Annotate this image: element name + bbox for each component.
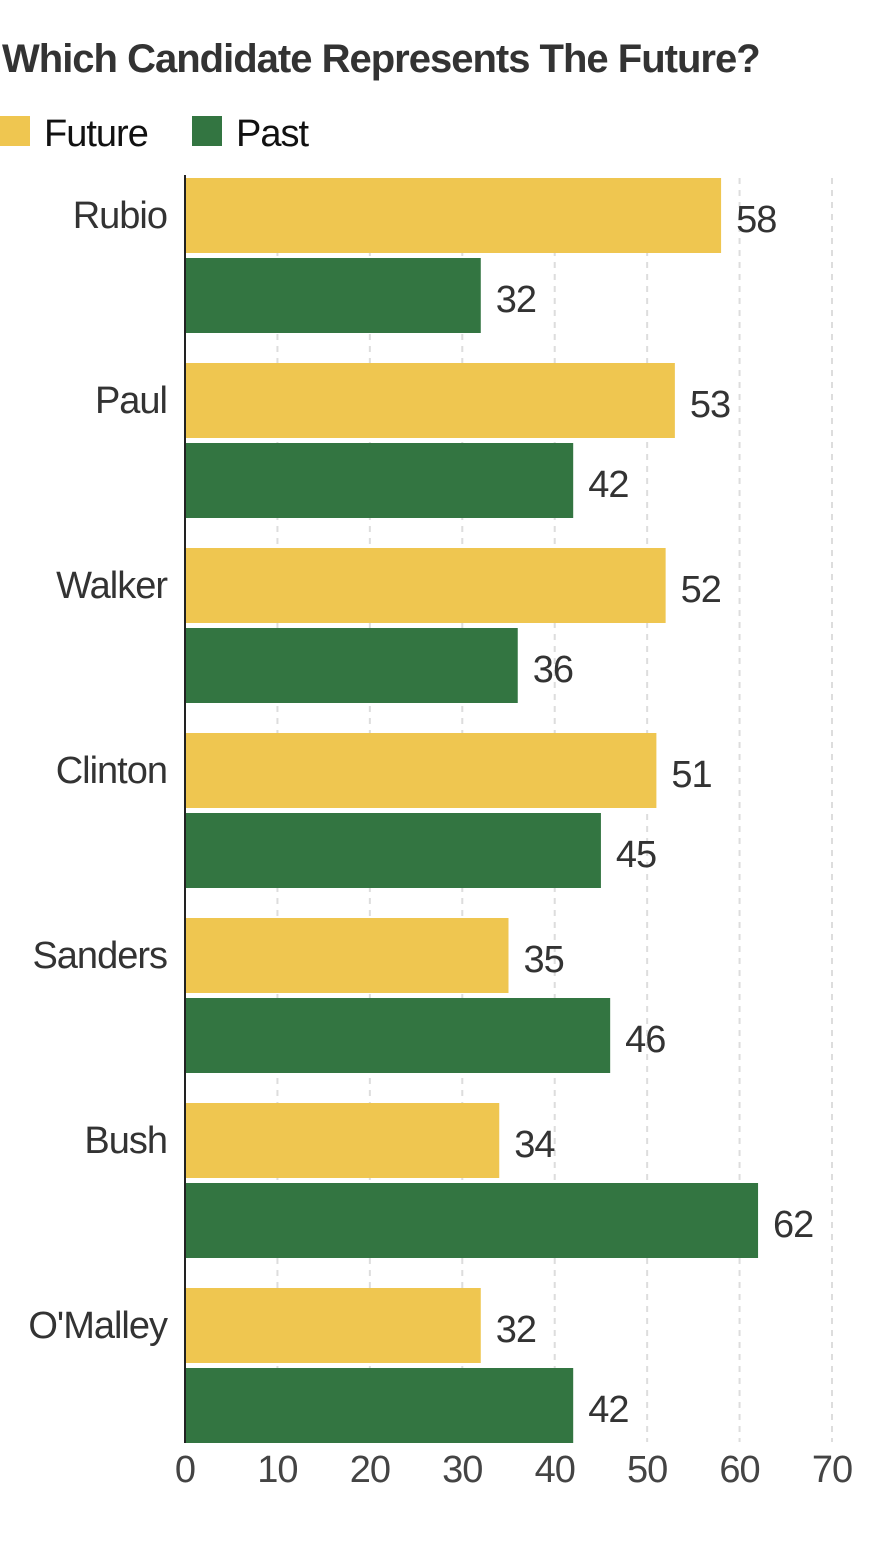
category-label: Paul [95, 380, 167, 422]
category-label: Walker [56, 565, 168, 607]
data-label: 52 [681, 569, 721, 611]
chart-title: Which Candidate Represents The Future? [2, 37, 760, 81]
bar-past [185, 443, 574, 518]
x-tick-label: 40 [535, 1449, 575, 1491]
category-label: Clinton [56, 750, 167, 792]
bar-past [185, 998, 611, 1073]
x-axis-ticks: 0 10 20 30 40 50 60 70 [175, 1449, 853, 1491]
x-tick-label: 0 [175, 1449, 195, 1491]
data-label: 32 [496, 279, 536, 321]
bar-future [185, 178, 722, 253]
data-label: 34 [514, 1124, 555, 1166]
data-label: 58 [736, 199, 776, 241]
bar-past [185, 258, 481, 333]
data-label: 32 [496, 1309, 536, 1351]
category-label: Rubio [73, 195, 167, 237]
data-label: 51 [671, 754, 711, 796]
data-label: 35 [524, 939, 564, 981]
bar-past [185, 628, 518, 703]
x-tick-label: 20 [350, 1449, 390, 1491]
data-label: 42 [588, 464, 628, 506]
data-label: 42 [588, 1389, 628, 1431]
legend-swatch-future [0, 116, 30, 146]
bar-future [185, 1288, 481, 1363]
bar-future [185, 1103, 500, 1178]
data-label: 62 [773, 1204, 813, 1246]
x-tick-label: 50 [627, 1449, 667, 1491]
bar-past [185, 1183, 759, 1258]
data-label: 46 [625, 1019, 665, 1061]
bar-future [185, 918, 509, 993]
x-tick-label: 30 [442, 1449, 482, 1491]
data-label: 53 [690, 384, 730, 426]
category-label: O'Malley [28, 1305, 168, 1347]
legend-swatch-past [192, 116, 222, 146]
data-label: 45 [616, 834, 656, 876]
x-tick-label: 10 [257, 1449, 297, 1491]
legend-label-future: Future [44, 113, 148, 155]
x-tick-label: 60 [719, 1449, 759, 1491]
x-tick-label: 70 [812, 1449, 852, 1491]
bar-future [185, 733, 657, 808]
bar-future [185, 363, 675, 438]
category-label: Sanders [32, 935, 167, 977]
bar-future [185, 548, 666, 623]
legend-label-past: Past [236, 113, 309, 155]
legend: Future Past [0, 113, 310, 155]
bar-past [185, 813, 601, 888]
bars: Rubio 58 32 Paul 53 42 Walker 52 36 Clinton 51 45 Sa… [28, 178, 814, 1443]
data-label: 36 [533, 649, 573, 691]
bar-past [185, 1368, 574, 1443]
category-label: Bush [84, 1120, 167, 1162]
